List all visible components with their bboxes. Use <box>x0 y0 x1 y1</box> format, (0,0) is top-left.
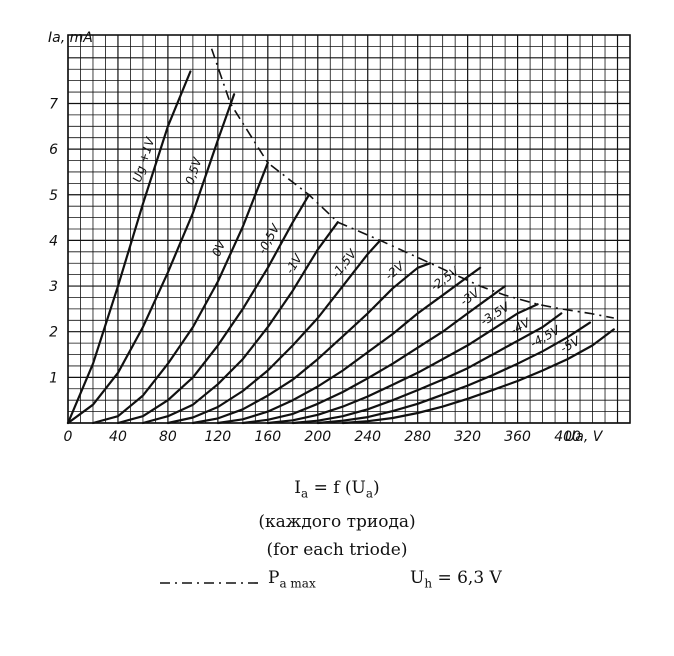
caption-russian: (каждого триода) <box>258 512 416 532</box>
y-axis-ticks: 1 2 3 4 5 6 7 <box>49 96 58 386</box>
curve-label: -0,5V <box>255 221 283 256</box>
anode-characteristics-chart: 0 40 80 120 160 200 240 280 320 360 400 1 2 3 4 5 6 7 Ug… <box>48 30 631 445</box>
x-axis-ticks: 0 40 80 120 160 200 240 280 320 360 400 <box>64 429 581 445</box>
curve-label: -2,5V <box>428 263 462 293</box>
heater-label: U <box>410 568 425 588</box>
x-tick-label: 320 <box>454 429 481 445</box>
curve-ug-2v <box>191 262 432 425</box>
curve-ug-1-5v <box>166 239 382 425</box>
curve-ug-0v <box>91 161 269 425</box>
heater-voltage: Uh = 6,3 V <box>410 568 502 590</box>
heater-sub: h <box>424 576 433 591</box>
y-tick-label: 4 <box>49 233 58 249</box>
curve-ug-1v <box>141 221 339 425</box>
x-tick-label: 200 <box>304 429 331 445</box>
y-tick-label: 1 <box>49 370 58 386</box>
formula-right: ) <box>373 478 380 498</box>
characteristic-curves <box>66 70 615 425</box>
pmax-legend-label: Pa max <box>268 568 316 590</box>
caption-english: (for each triode) <box>266 540 408 560</box>
curve-label: -4,5V <box>528 323 563 351</box>
curve-ug-3-5v <box>266 303 539 425</box>
x-tick-label: 0 <box>64 429 73 445</box>
pmax-legend-sub: a max <box>279 576 316 591</box>
legend-row: Pa max Uh = 6,3 V <box>160 568 580 598</box>
x-tick-label: 160 <box>254 429 281 445</box>
x-tick-label: 80 <box>159 429 177 445</box>
x-tick-label: 120 <box>204 429 231 445</box>
curve-ug-1v <box>66 70 192 425</box>
pmax-legend-text: P <box>268 568 280 588</box>
y-tick-label: 5 <box>49 188 58 204</box>
curve-label: -1V <box>283 251 306 276</box>
y-tick-label: 3 <box>49 279 58 295</box>
curve-ug-4v <box>291 312 563 425</box>
curve-ug-0-5v <box>66 93 236 425</box>
formula-left-sub: a <box>301 486 309 501</box>
curve-label: 0V <box>209 238 229 259</box>
heater-value: = 6,3 V <box>432 568 502 588</box>
curve-ug-3v <box>241 285 507 425</box>
curve-ug-4-5v <box>316 321 592 425</box>
x-axis-title: Ua, V <box>565 429 604 445</box>
curve-ug-0-5v <box>116 193 311 425</box>
y-tick-label: 7 <box>49 96 58 112</box>
curve-ug-2-5v <box>216 266 482 425</box>
x-tick-label: 280 <box>404 429 431 445</box>
curve-label: Ug +1V <box>130 135 158 184</box>
x-tick-label: 240 <box>354 429 381 445</box>
formula-caption: Ia = f (Ua) <box>0 478 674 500</box>
curve-label: 0,5V <box>183 155 205 186</box>
curve-ug-5v <box>341 328 615 425</box>
pmax-legend-line <box>160 582 260 584</box>
formula-left: I <box>294 478 302 498</box>
x-tick-label: 40 <box>109 429 127 445</box>
y-tick-label: 6 <box>49 142 58 158</box>
x-tick-label: 400 <box>554 429 581 445</box>
y-tick-label: 2 <box>49 325 58 341</box>
curve-label: -3,5V <box>478 299 513 328</box>
formula-mid-sub: a <box>365 486 374 501</box>
formula-mid: = f (U <box>308 478 366 498</box>
y-axis-title: Ia, mA <box>48 30 93 46</box>
x-tick-label: 360 <box>504 429 531 445</box>
